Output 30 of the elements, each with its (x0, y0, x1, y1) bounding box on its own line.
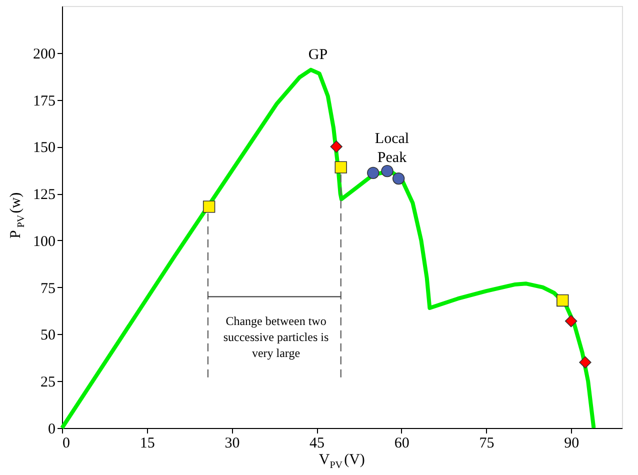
line-series (60, 68, 596, 430)
annotation: Change between two successive particles is very large (223, 314, 329, 360)
x-tick-label: 45 (310, 436, 325, 452)
annotation: Local Peak (374, 131, 410, 166)
y-tick-label: 175 (33, 93, 56, 110)
point (564, 314, 578, 328)
y-tick-label: 25 (40, 374, 56, 391)
x-tick-label: 90 (564, 436, 580, 452)
y-axis-title: PPV(w) (8, 192, 27, 238)
point (334, 161, 347, 174)
point (556, 294, 569, 307)
x-tick-label: 15 (140, 436, 155, 452)
point (367, 166, 380, 180)
x-tick-label: 30 (224, 436, 240, 452)
y-tick-label: 150 (33, 140, 56, 156)
point (202, 200, 216, 213)
point (381, 164, 394, 178)
point (579, 356, 592, 368)
y-tick-label: 75 (40, 280, 56, 297)
point (330, 140, 342, 153)
annotation: GP (308, 47, 328, 63)
x-tick-label: 75 (479, 436, 494, 452)
point (392, 172, 405, 185)
y-tick-label: 125 (33, 187, 56, 204)
x-tick-label: 0 (62, 436, 70, 452)
y-tick-label: 0 (48, 422, 56, 438)
y-tick-label: 200 (33, 46, 56, 62)
y-tick-label: 100 (33, 234, 56, 250)
x-tick-label: 60 (394, 436, 410, 452)
y-tick-label: 50 (40, 328, 56, 344)
